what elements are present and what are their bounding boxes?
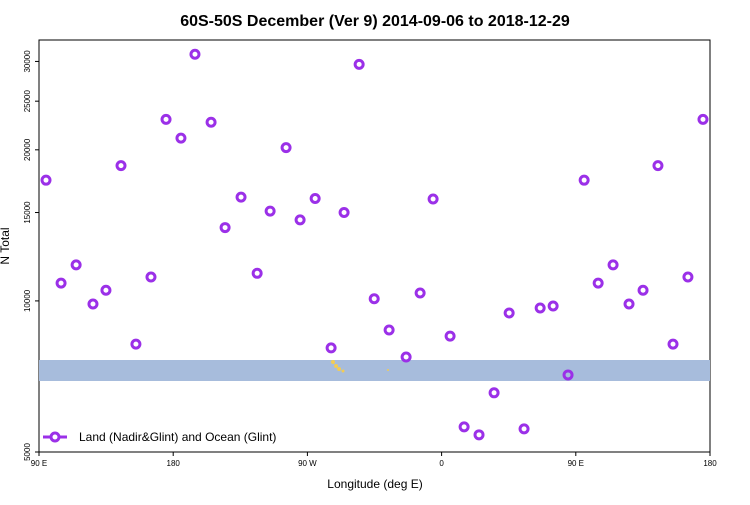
- point: [309, 192, 321, 204]
- point: [383, 324, 395, 336]
- point: [562, 369, 574, 381]
- y-tick-label: 25000: [23, 90, 32, 113]
- x-axis-label: Longitude (deg E): [327, 477, 422, 491]
- point: [115, 160, 127, 172]
- ocean-band: [39, 360, 710, 381]
- y-tick-label: 10000: [23, 289, 32, 312]
- point: [592, 277, 604, 289]
- point: [534, 302, 546, 314]
- point: [682, 271, 694, 283]
- plot-frame: [38, 39, 711, 453]
- legend-marker: [49, 431, 61, 443]
- point: [160, 113, 172, 125]
- point: [547, 300, 559, 312]
- x-tick-label: 0: [439, 459, 444, 468]
- point: [189, 48, 201, 60]
- point: [325, 342, 337, 354]
- y-tick-label: 30000: [23, 50, 32, 73]
- point: [368, 293, 380, 305]
- point: [353, 58, 365, 70]
- point: [667, 338, 679, 350]
- point: [40, 174, 52, 186]
- point: [427, 193, 439, 205]
- point: [338, 207, 350, 219]
- y-tick-label: 15000: [23, 201, 32, 224]
- point: [444, 330, 456, 342]
- point: [400, 351, 412, 363]
- point: [637, 284, 649, 296]
- point: [175, 132, 187, 144]
- point: [488, 387, 500, 399]
- point: [414, 287, 426, 299]
- point: [70, 259, 82, 271]
- point: [205, 116, 217, 128]
- point: [145, 271, 157, 283]
- point: [235, 191, 247, 203]
- point: [652, 160, 664, 172]
- point: [264, 205, 276, 217]
- point: [697, 113, 709, 125]
- point: [623, 298, 635, 310]
- point: [100, 284, 112, 296]
- x-tick-label: 90 E: [31, 459, 47, 468]
- point: [280, 142, 292, 154]
- point: [130, 338, 142, 350]
- x-tick-label: 180: [703, 459, 717, 468]
- x-tick-label: 180: [167, 459, 181, 468]
- point: [55, 277, 67, 289]
- y-tick-label: 5000: [23, 443, 32, 461]
- chart-title: 60S-50S December (Ver 9) 2014-09-06 to 2…: [180, 13, 570, 30]
- point: [458, 421, 470, 433]
- point: [219, 222, 231, 234]
- legend-label: Land (Nadir&Glint) and Ocean (Glint): [79, 430, 276, 444]
- point: [578, 174, 590, 186]
- y-axis-label: N Total: [0, 227, 12, 264]
- point: [87, 298, 99, 310]
- point: [294, 214, 306, 226]
- point: [473, 429, 485, 441]
- land-dots: [331, 360, 389, 373]
- point: [607, 259, 619, 271]
- y-tick-label: 20000: [23, 138, 32, 161]
- point: [518, 423, 530, 435]
- x-tick-label: 90 E: [568, 459, 584, 468]
- point: [251, 267, 263, 279]
- point: [503, 307, 515, 319]
- x-tick-label: 90 W: [298, 459, 317, 468]
